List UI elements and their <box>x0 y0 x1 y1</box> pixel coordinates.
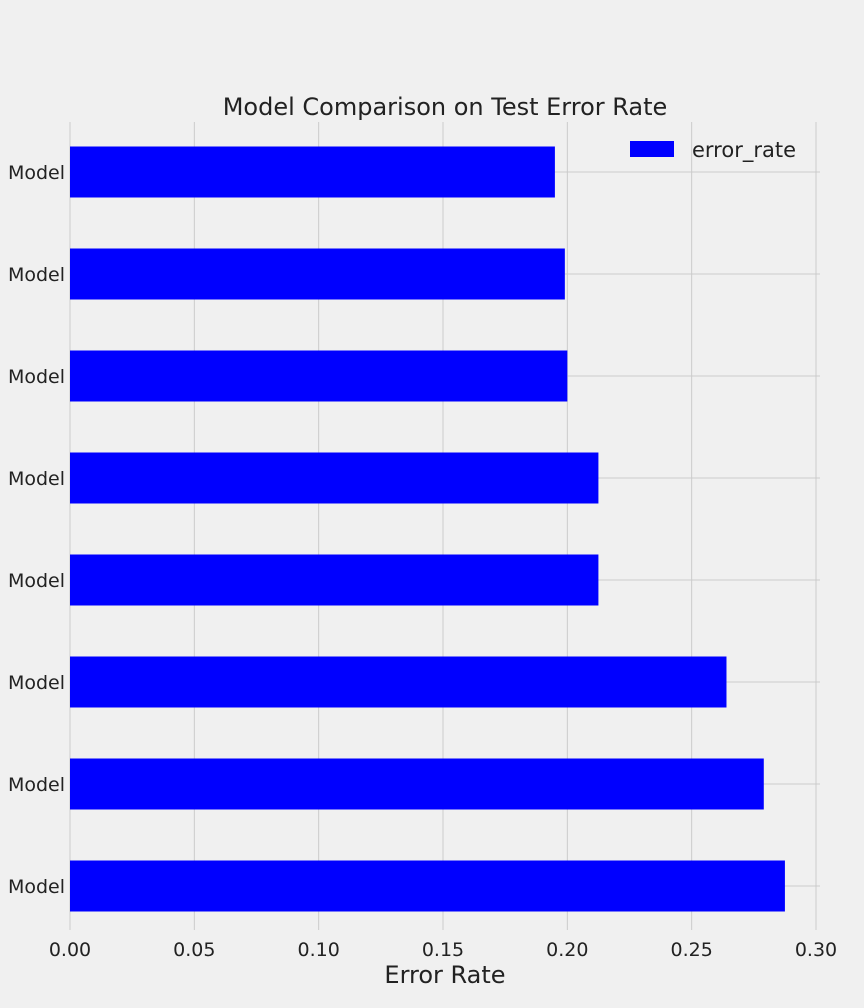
bar <box>70 758 764 810</box>
bar <box>70 452 599 504</box>
bar <box>70 248 565 300</box>
bar <box>70 860 785 912</box>
legend: error_rate <box>630 138 796 163</box>
x-axis-label: Error Rate <box>384 961 505 989</box>
y-tick-label: Model <box>8 468 65 490</box>
x-tick-label: 0.30 <box>795 939 837 961</box>
y-tick-label: Model <box>8 774 65 796</box>
legend-label: error_rate <box>692 138 796 163</box>
bar <box>70 554 599 606</box>
legend-swatch <box>630 141 674 157</box>
y-tick-label: Model <box>8 570 65 592</box>
x-tick-label: 0.15 <box>422 939 464 961</box>
y-tick-label: Model <box>8 672 65 694</box>
x-tick-label: 0.00 <box>49 939 91 961</box>
y-tick-label: Model <box>8 162 65 184</box>
bar-layer <box>70 146 785 912</box>
bar <box>70 146 555 198</box>
x-tick-label: 0.25 <box>671 939 713 961</box>
x-tick-label: 0.20 <box>546 939 588 961</box>
x-tick-label: 0.05 <box>173 939 215 961</box>
y-tick-label: Model <box>8 366 65 388</box>
chart-title: Model Comparison on Test Error Rate <box>223 93 668 121</box>
y-tick-label: Model <box>8 264 65 286</box>
y-tick-labels: Model Model Model Model Model Model Model Model <box>8 162 65 898</box>
bar <box>70 656 727 708</box>
x-tick-label: 0.10 <box>298 939 340 961</box>
y-tick-label: Model <box>8 876 65 898</box>
x-tick-labels: 0.00 0.05 0.10 0.15 0.20 0.25 0.30 <box>49 939 837 961</box>
bar <box>70 350 568 402</box>
